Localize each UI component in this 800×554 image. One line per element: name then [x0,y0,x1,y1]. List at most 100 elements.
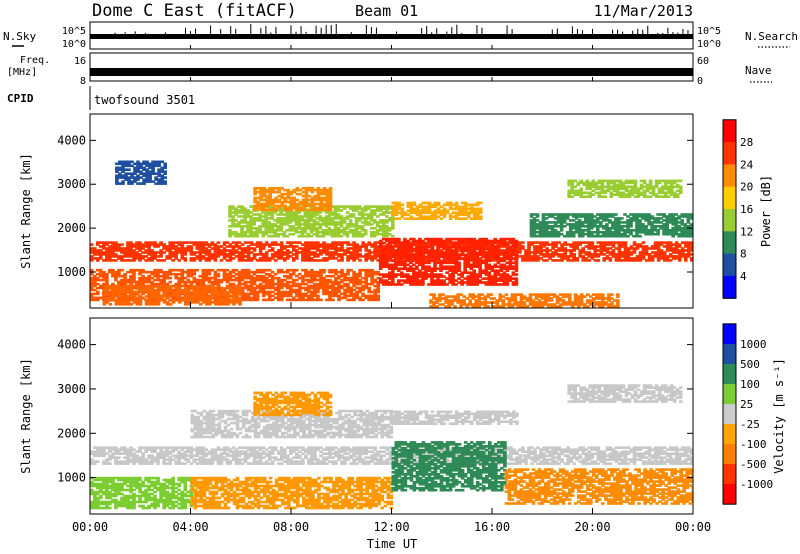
power-cell [641,257,646,260]
power-cell [267,243,272,246]
power-cell [433,283,437,286]
power-cell [313,194,318,198]
power-cell [545,255,549,258]
power-cell [310,286,314,290]
power-cell [345,231,350,234]
power-cell [316,208,321,212]
power-cell [535,213,540,216]
power-cell [150,295,155,298]
power-cell [421,275,425,278]
power-cell [593,234,597,238]
power-cell [577,225,582,228]
power-cell [267,284,272,288]
power-cell [378,232,383,236]
power-cell [202,299,206,302]
power-cell [369,213,374,216]
power-cell [264,292,269,296]
power-cell [684,249,688,252]
power-cell [156,274,160,278]
power-cell [415,209,420,213]
power-cell [304,253,308,256]
power-cell [445,267,449,270]
power-cell [339,219,344,222]
power-cell [364,255,368,258]
power-cell [216,247,221,250]
power-cell [156,278,160,282]
power-cell [587,231,591,234]
power-cell [264,223,268,226]
power-cell [469,277,473,280]
power-cell [466,215,471,218]
power-cell [352,259,356,262]
power-cell [249,227,253,230]
power-cell [394,207,399,211]
power-cell [325,278,329,282]
power-cell [159,295,164,298]
power-cell [363,205,368,208]
power-cell [442,241,446,245]
power-cell [361,280,365,284]
power-cell [295,278,299,282]
power-cell [289,204,294,208]
power-cell [319,253,323,256]
power-cell [671,247,676,250]
power-cell [436,273,440,276]
power-cell [409,277,413,280]
power-cell [581,257,585,260]
power-cell [596,259,601,262]
power-cell [348,221,353,224]
power-cell [144,249,148,252]
power-cell [252,217,256,220]
power-cell [602,259,607,262]
power-cell [120,301,125,304]
power-cell [541,213,546,216]
power-cell [547,227,552,230]
power-cell [273,225,277,228]
power-cell [512,245,516,248]
power-cell [189,292,194,296]
power-cell [322,286,326,290]
power-cell [524,257,528,260]
power-cell [472,271,476,274]
power-cell [270,234,274,238]
power-cell [662,241,667,244]
power-cell [270,257,275,260]
power-cell [255,253,260,256]
power-cell [316,296,320,300]
power-cell [349,294,353,298]
power-cell [237,247,242,250]
power-cell [273,234,277,238]
power-cell [454,279,458,282]
power-cell [529,221,534,224]
power-cell [300,231,305,234]
power-cell [322,243,326,246]
power-cell [345,234,350,238]
power-cell [687,249,691,252]
power-cell [184,299,188,302]
power-cell [322,208,327,212]
power-cell [345,205,350,208]
power-cell [105,243,109,246]
power-cell [117,295,122,298]
power-cell [439,245,443,249]
power-cell [310,259,314,262]
power-cell [502,259,507,263]
power-cell [315,217,320,220]
power-cell [547,234,552,238]
power-cell [409,253,413,257]
power-cell [276,282,281,286]
power-cell [487,279,492,282]
power-cell [219,245,224,248]
power-cell [445,259,450,262]
power-cell [608,259,613,262]
power-cell [258,219,262,222]
power-cell [547,232,552,236]
power-cell [96,272,100,276]
power-cell [497,247,501,250]
power-cell [222,253,227,256]
power-cell [442,267,446,270]
power-cell [306,232,311,236]
power-cell [508,263,513,267]
power-cell [205,303,209,306]
power-cell [138,243,142,246]
